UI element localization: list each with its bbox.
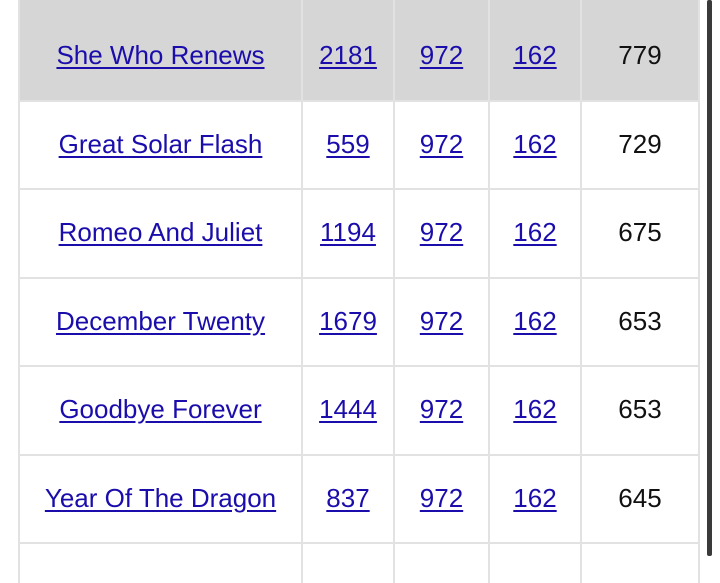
table-cell [303,0,395,12]
table-cell: 162 [490,454,582,544]
table-cell: 162 [490,100,582,190]
table-cell: 162 [490,12,582,102]
table-cell: Romeo And Juliet [18,189,303,279]
table-cell [18,0,303,12]
table-cell: 645 [582,454,700,544]
title-cell[interactable]: Great Solar Flash [58,128,263,159]
title-cell[interactable]: December Twenty [55,305,266,336]
table-cell: December Twenty [18,277,303,367]
table-cell: Goodbye Forever [18,366,303,456]
table-cell: 779 [582,12,700,102]
count-cell[interactable]: 972 [419,128,464,159]
count-cell[interactable]: 162 [513,40,557,71]
scrollbar [707,0,712,556]
count-cell[interactable]: 972 [419,394,464,425]
table-cell [18,543,303,583]
page: She Who Renews 2181 972 162 779 Great Solar F… [18,0,712,583]
table-cell: 162 [490,189,582,279]
table-cell: Great Solar Flash [18,100,303,190]
count-cell[interactable]: 972 [419,40,464,71]
title-cell[interactable]: Year Of The Dragon [44,482,277,513]
table-cell [395,0,490,12]
count-cell[interactable]: 972 [419,217,464,248]
table-cell: 653 [582,277,700,367]
table-cell [395,543,490,583]
count-cell[interactable]: 837 [326,482,370,513]
table-cell: 972 [395,277,490,367]
table-cell: She Who Renews [18,12,303,102]
count-cell[interactable]: 162 [513,482,557,513]
table-cell: 837 [303,454,395,544]
count-cell[interactable]: 1679 [319,305,377,336]
count-cell[interactable]: 1444 [319,394,377,425]
score-cell: 653 [618,394,662,425]
table-cell: 162 [490,277,582,367]
table-cell: 729 [582,100,700,190]
table-cell: 972 [395,366,490,456]
count-cell[interactable]: 162 [513,394,557,425]
score-cell: 653 [618,305,662,336]
table-cell: 2181 [303,12,395,102]
score-cell: 729 [618,128,662,159]
title-cell[interactable]: Goodbye Forever [59,394,262,425]
table-cell [490,543,582,583]
count-cell[interactable]: 162 [513,217,557,248]
score-cell: 645 [618,482,662,513]
count-cell[interactable]: 972 [419,482,464,513]
table-cell: 162 [490,366,582,456]
table-cell: 1444 [303,366,395,456]
title-cell[interactable]: She Who Renews [56,40,265,71]
score-cell: 779 [618,40,662,71]
score-cell: 675 [618,217,662,248]
table-cell: Year Of The Dragon [18,454,303,544]
table-cell [582,543,700,583]
table-cell [490,0,582,12]
count-cell[interactable]: 1194 [320,217,376,248]
table-cell: 972 [395,454,490,544]
table-cell: 559 [303,100,395,190]
count-cell[interactable]: 972 [419,305,464,336]
count-cell[interactable]: 162 [513,305,557,336]
table-cell: 675 [582,189,700,279]
table-cell: 972 [395,12,490,102]
table-cell: 1679 [303,277,395,367]
table-cell [582,0,700,12]
table-cell: 972 [395,189,490,279]
table-cell [303,543,395,583]
table-cell: 653 [582,366,700,456]
count-cell[interactable]: 2181 [319,40,377,71]
title-cell[interactable]: Romeo And Juliet [58,217,263,248]
table-cell: 972 [395,100,490,190]
count-cell[interactable]: 559 [326,128,370,159]
count-cell[interactable]: 162 [513,128,557,159]
table-cell: 1194 [303,189,395,279]
